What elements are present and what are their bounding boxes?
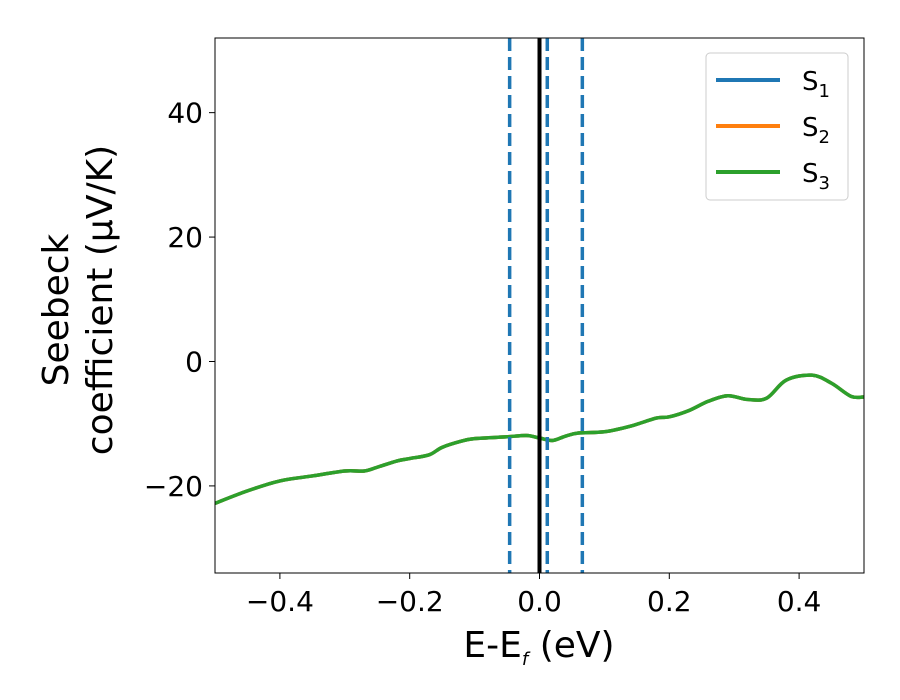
- y-tick-label: 40: [167, 97, 203, 130]
- y-ticks: −20 0 20 40: [144, 97, 215, 503]
- y-tick-label: −20: [144, 470, 203, 503]
- y-axis-label-line1: Seebeck: [36, 233, 77, 386]
- legend: S1 S2 S3: [705, 52, 849, 201]
- x-tick-label: 0.2: [647, 585, 692, 618]
- series-line-3: [215, 373, 864, 505]
- y-axis-label-line2: coefficient (μV/K): [80, 145, 121, 455]
- vline-layer: [507, 38, 585, 573]
- x-tick-label: 0.4: [777, 585, 822, 618]
- x-tick-label: −0.2: [376, 585, 444, 618]
- legend-label-2: S2: [802, 113, 830, 148]
- x-ticks: −0.4 −0.2 0.0 0.2 0.4: [246, 573, 821, 618]
- x-axis-label: E-Ef (eV): [463, 625, 614, 670]
- y-tick-label: 0: [185, 345, 203, 378]
- legend-label-3: S3: [802, 159, 830, 194]
- x-tick-label: 0.0: [517, 585, 562, 618]
- x-tick-label: −0.4: [246, 585, 314, 618]
- series-layer: [215, 373, 864, 505]
- y-tick-label: 20: [167, 221, 203, 254]
- legend-label-1: S1: [802, 67, 830, 102]
